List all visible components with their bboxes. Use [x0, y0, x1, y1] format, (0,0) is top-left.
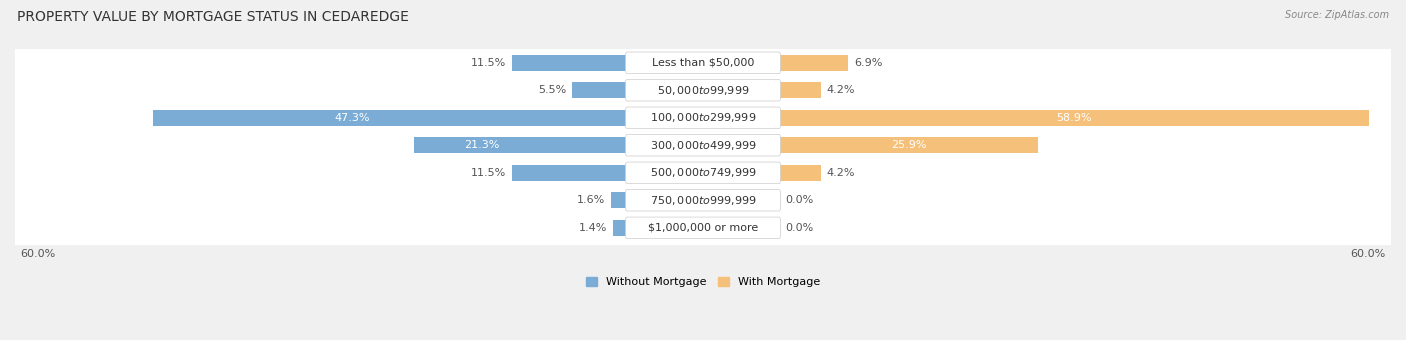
Text: $100,000 to $299,999: $100,000 to $299,999	[650, 111, 756, 124]
Text: 25.9%: 25.9%	[891, 140, 927, 150]
FancyBboxPatch shape	[13, 210, 1393, 245]
FancyBboxPatch shape	[626, 80, 780, 101]
FancyBboxPatch shape	[626, 190, 780, 211]
FancyBboxPatch shape	[13, 155, 1393, 190]
Text: Less than $50,000: Less than $50,000	[652, 58, 754, 68]
FancyBboxPatch shape	[626, 135, 780, 156]
Bar	[572, 82, 627, 98]
Bar	[153, 110, 627, 126]
FancyBboxPatch shape	[13, 46, 1393, 80]
Text: 6.9%: 6.9%	[853, 58, 882, 68]
Text: $500,000 to $749,999: $500,000 to $749,999	[650, 166, 756, 179]
Text: $750,000 to $999,999: $750,000 to $999,999	[650, 194, 756, 207]
Text: 11.5%: 11.5%	[471, 58, 506, 68]
Text: $300,000 to $499,999: $300,000 to $499,999	[650, 139, 756, 152]
Text: $50,000 to $99,999: $50,000 to $99,999	[657, 84, 749, 97]
Text: 0.0%: 0.0%	[785, 223, 813, 233]
Bar	[779, 82, 821, 98]
Text: 1.4%: 1.4%	[579, 223, 607, 233]
FancyBboxPatch shape	[626, 162, 780, 184]
FancyBboxPatch shape	[13, 73, 1393, 107]
FancyBboxPatch shape	[13, 100, 1393, 135]
FancyBboxPatch shape	[626, 107, 780, 129]
Text: PROPERTY VALUE BY MORTGAGE STATUS IN CEDAREDGE: PROPERTY VALUE BY MORTGAGE STATUS IN CED…	[17, 10, 409, 24]
FancyBboxPatch shape	[13, 183, 1393, 218]
Text: $1,000,000 or more: $1,000,000 or more	[648, 223, 758, 233]
Text: 21.3%: 21.3%	[464, 140, 501, 150]
Text: 5.5%: 5.5%	[538, 85, 567, 95]
FancyBboxPatch shape	[626, 52, 780, 73]
Text: 60.0%: 60.0%	[21, 249, 56, 259]
Bar	[610, 192, 627, 208]
FancyBboxPatch shape	[626, 217, 780, 239]
Bar	[512, 55, 627, 71]
Bar	[779, 137, 1039, 153]
Text: 1.6%: 1.6%	[576, 195, 605, 205]
Text: Source: ZipAtlas.com: Source: ZipAtlas.com	[1285, 10, 1389, 20]
Legend: Without Mortgage, With Mortgage: Without Mortgage, With Mortgage	[582, 273, 824, 292]
Text: 4.2%: 4.2%	[827, 168, 855, 178]
Text: 47.3%: 47.3%	[335, 113, 370, 123]
Text: 0.0%: 0.0%	[785, 195, 813, 205]
Bar	[413, 137, 627, 153]
Bar	[779, 55, 848, 71]
Bar	[779, 110, 1368, 126]
Bar	[512, 165, 627, 181]
Bar	[779, 165, 821, 181]
Text: 4.2%: 4.2%	[827, 85, 855, 95]
Text: 58.9%: 58.9%	[1056, 113, 1091, 123]
Text: 60.0%: 60.0%	[1350, 249, 1385, 259]
FancyBboxPatch shape	[13, 128, 1393, 163]
Text: 11.5%: 11.5%	[471, 168, 506, 178]
Bar	[613, 220, 627, 236]
